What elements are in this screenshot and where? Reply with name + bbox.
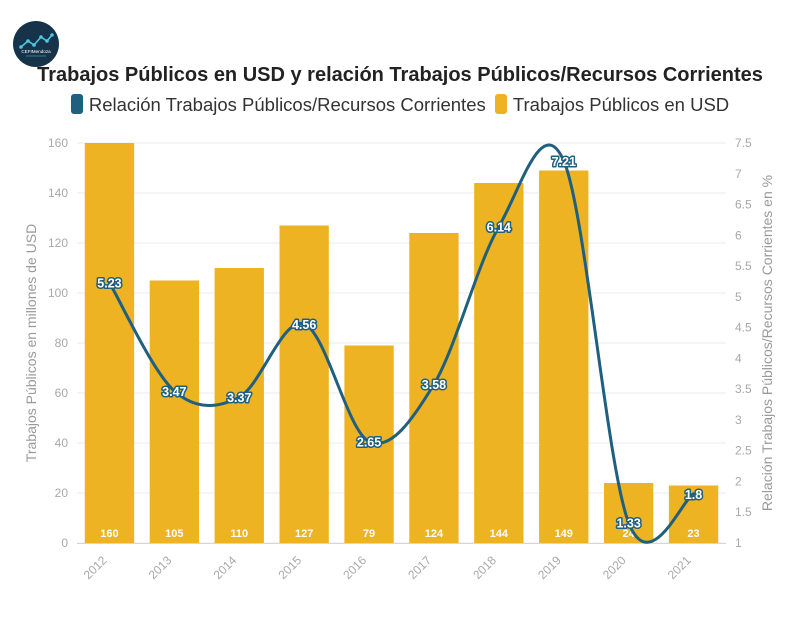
x-tick-label: 2019 — [535, 553, 564, 582]
bar-value-label: 105 — [165, 528, 183, 540]
y2-tick-label: 6 — [735, 228, 742, 242]
ratio-value-label: 4.56 — [292, 318, 316, 332]
ratio-value-label: 6.14 — [487, 221, 511, 235]
chart-legend: Relación Trabajos Públicos/Recursos Corr… — [0, 94, 800, 116]
y2-tick-label: 7.5 — [735, 136, 752, 150]
logo-text: CEFIMendoza — [21, 49, 51, 54]
y2-tick-label: 4.5 — [735, 321, 752, 335]
x-tick-label: 2014 — [211, 553, 240, 582]
bar-value-label: 124 — [425, 528, 444, 540]
y-tick-label: 0 — [61, 536, 68, 550]
y2-tick-label: 6.5 — [735, 198, 752, 212]
ratio-value-label: 3.37 — [227, 391, 251, 405]
y2-tick-label: 2.5 — [735, 444, 752, 458]
y2-tick-label: 7 — [735, 167, 742, 181]
y2-tick-label: 3.5 — [735, 382, 752, 396]
logo: CEFIMendoza — [13, 21, 59, 67]
x-tick-label: 2017 — [405, 553, 434, 582]
bars — [84, 143, 719, 543]
y-tick-label: 140 — [48, 186, 68, 200]
y-tick-label: 60 — [55, 386, 69, 400]
ratio-value-label: 1.33 — [616, 517, 640, 531]
y-tick-label: 100 — [48, 286, 68, 300]
bar-value-label: 144 — [490, 528, 509, 540]
y-tick-label: 160 — [48, 136, 68, 150]
y2-tick-label: 4 — [735, 351, 742, 365]
y-tick-label: 120 — [48, 236, 68, 250]
ratio-value-label: 3.47 — [162, 385, 186, 399]
x-tick-label: 2021 — [665, 553, 694, 582]
ratio-value-label: 7.21 — [552, 155, 576, 169]
y2-tick-label: 5.5 — [735, 259, 752, 273]
y2-tick-label: 2 — [735, 474, 742, 488]
y-tick-label: 40 — [55, 436, 69, 450]
y-tick-label: 20 — [55, 486, 69, 500]
legend-swatch-usd — [494, 94, 507, 114]
bar-value-label: 23 — [687, 528, 699, 540]
bar — [279, 225, 329, 543]
y-tick-label: 80 — [55, 336, 69, 350]
x-tick-label: 2012 — [81, 553, 110, 582]
y2-tick-label: 1 — [735, 536, 742, 550]
x-tick-label: 2013 — [146, 553, 175, 582]
chart-title: Trabajos Públicos en USD y relación Trab… — [37, 64, 763, 86]
bar — [214, 268, 264, 543]
bar-value-label: 110 — [230, 528, 248, 540]
bar — [474, 183, 524, 543]
x-tick-label: 2015 — [275, 553, 304, 582]
bar — [149, 280, 200, 543]
axis-ticks: 0 20 40 60 80 100 120 140 160 1 1.5 2 2.5 3 3.5 4 4.5 5 5.… — [48, 136, 752, 582]
y2-axis-title: Relación Trabajos Públicos/Recursos Corr… — [759, 175, 775, 511]
bar — [344, 345, 394, 543]
x-tick-label: 2020 — [600, 553, 629, 582]
bar-value-label: 160 — [100, 528, 118, 540]
y2-tick-label: 3 — [735, 413, 742, 427]
y2-tick-label: 5 — [735, 290, 742, 304]
legend-item-ratio[interactable]: Relación Trabajos Públicos/Recursos Corr… — [70, 94, 486, 116]
y-axis-title: Trabajos Públicos en millones de USD — [23, 224, 39, 462]
bar — [409, 233, 459, 543]
bar-value-label: 149 — [555, 528, 573, 540]
legend-swatch-ratio — [70, 94, 83, 114]
legend-label-usd: Trabajos Públicos en USD — [512, 94, 730, 115]
bar-labels: 160 105 110 127 79 124 144 149 24 23 — [100, 528, 699, 540]
bar-value-label: 79 — [363, 528, 375, 540]
ratio-value-label: 2.65 — [357, 435, 381, 449]
legend-item-usd[interactable]: Trabajos Públicos en USD — [494, 94, 730, 116]
ratio-value-label: 1.8 — [685, 488, 702, 502]
y2-tick-label: 1.5 — [735, 505, 752, 519]
ratio-value-label: 5.23 — [97, 277, 121, 291]
ratio-value-label: 3.58 — [422, 378, 446, 392]
ratio-line — [107, 143, 696, 544]
bar — [539, 170, 589, 543]
ratio-line-path — [107, 143, 696, 544]
x-tick-label: 2018 — [470, 553, 499, 582]
ratio-labels: 5.23 3.47 3.37 4.56 2.65 3.58 6.14 7.21 1.33 1.8 — [96, 153, 704, 532]
bar — [603, 483, 654, 543]
bar — [84, 143, 135, 543]
legend-label-ratio: Relación Trabajos Públicos/Recursos Corr… — [88, 94, 486, 115]
bar-value-label: 127 — [295, 528, 313, 540]
x-tick-label: 2016 — [340, 553, 369, 582]
